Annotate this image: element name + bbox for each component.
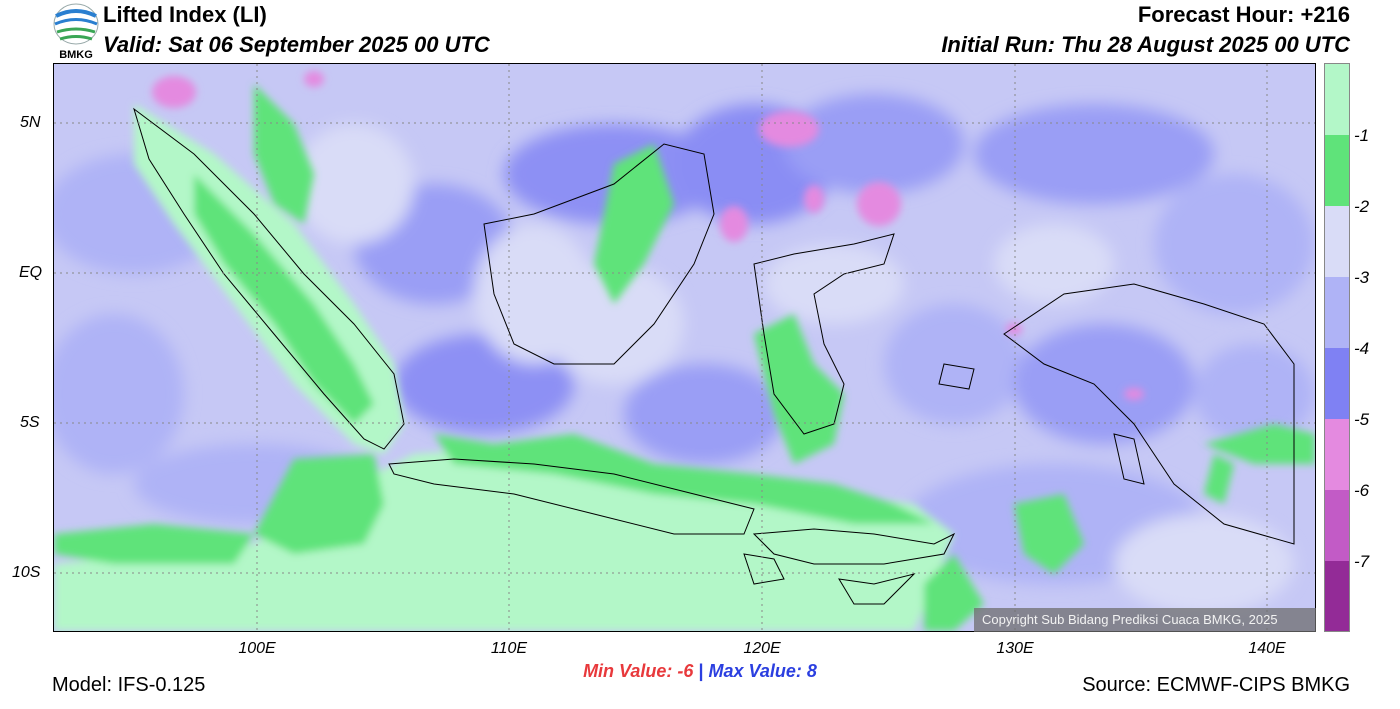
colorbar-segment-2 (1325, 206, 1349, 277)
colorbar-segment-3 (1325, 277, 1349, 348)
chart-title: Lifted Index (LI) (103, 2, 267, 27)
map-panel (53, 63, 1316, 632)
colorbar-segment-0 (1325, 64, 1349, 135)
valid-time: Valid: Sat 06 September 2025 00 UTC (103, 32, 490, 57)
colorbar-label-m6: -6 (1354, 481, 1370, 500)
min-value-label: Min Value: (583, 661, 673, 681)
lon-label-100e: 100E (238, 640, 276, 657)
colorbar-label-m3: -3 (1354, 268, 1370, 287)
lon-label-110e: 110E (490, 640, 528, 657)
min-max-values: Min Value: -6 | Max Value: 8 (0, 661, 1400, 682)
colorbar-label-m4: -4 (1354, 339, 1370, 358)
lat-label-5s: 5S (20, 414, 40, 431)
forecast-hour: Forecast Hour: +216 (1137, 2, 1350, 27)
map-field-svg (54, 64, 1315, 631)
graticule (54, 64, 1315, 631)
model-label: Model: IFS-0.125 (52, 674, 206, 696)
max-value: 8 (806, 661, 817, 681)
colorbar-label-m2: -2 (1354, 197, 1370, 216)
lon-label-140e: 140E (1248, 640, 1286, 657)
lon-label-120e: 120E (743, 640, 781, 657)
initial-run: Initial Run: Thu 28 August 2025 00 UTC (941, 32, 1350, 57)
min-max-separator: | (698, 661, 704, 681)
coastlines (133, 107, 1295, 605)
colorbar-label-m7: -7 (1354, 552, 1370, 571)
colorbar-label-m5: -5 (1354, 410, 1370, 429)
lat-label-eq: EQ (19, 264, 43, 281)
colorbar-segment-1 (1325, 135, 1349, 206)
colorbar-segment-7 (1325, 561, 1349, 631)
source-label: Source: ECMWF-CIPS BMKG (1082, 674, 1350, 696)
min-value: -6 (677, 661, 694, 681)
logo-text: BMKG (59, 49, 93, 60)
bmkg-logo: BMKG (52, 2, 100, 61)
lat-label-10s: 10S (12, 564, 41, 581)
lon-label-130e: 130E (996, 640, 1034, 657)
lat-label-5n: 5N (20, 114, 41, 131)
field-magenta (152, 71, 1144, 400)
colorbar-segment-5 (1325, 419, 1349, 490)
colorbar (1324, 63, 1350, 632)
colorbar-label-m1: -1 (1354, 126, 1370, 145)
copyright-label: Copyright Sub Bidang Prediksi Cuaca BMKG… (974, 608, 1316, 632)
field-green (54, 84, 1315, 631)
colorbar-segment-6 (1325, 490, 1349, 561)
max-value-label: Max Value: (708, 661, 802, 681)
colorbar-segment-4 (1325, 348, 1349, 419)
